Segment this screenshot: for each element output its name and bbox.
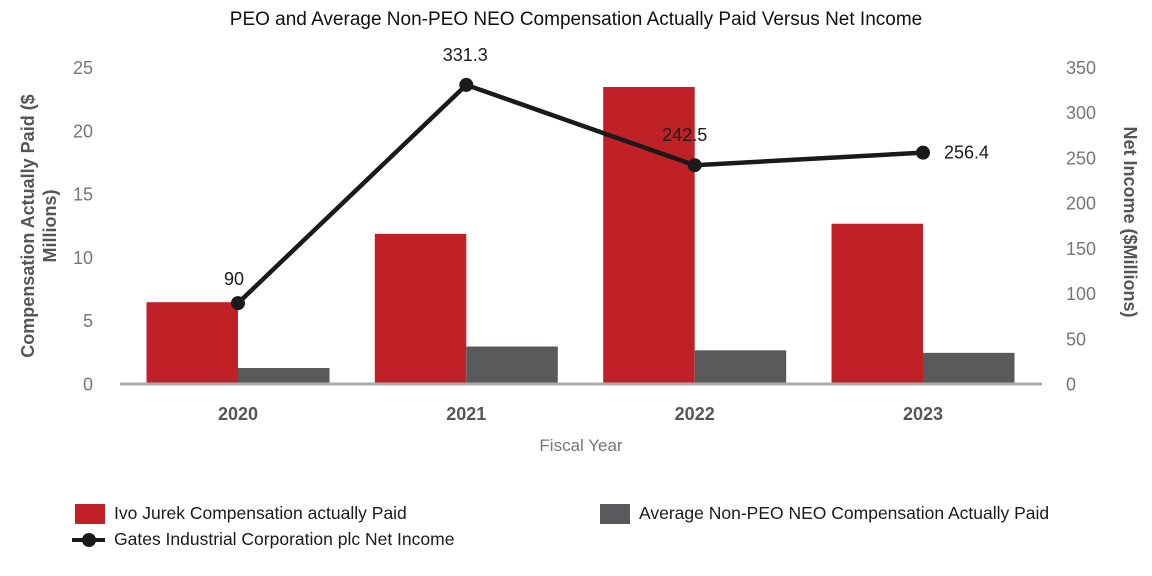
y-axis-right-title: Net Income ($Millions)	[1120, 126, 1140, 317]
net-income-value-label-2023: 256.4	[944, 143, 989, 163]
legend-line-dot	[82, 532, 96, 547]
y-axis-right-tick: 350	[1066, 58, 1096, 78]
bar-nonpeo-2020	[238, 368, 330, 385]
x-axis-title: Fiscal Year	[539, 436, 622, 455]
y-axis-left-tick: 15	[73, 185, 93, 205]
y-axis-left-tick: 10	[73, 248, 93, 268]
legend-label-peo: Ivo Jurek Compensation actually Paid	[114, 503, 407, 523]
net-income-point-2022	[687, 158, 702, 173]
y-axis-right-tick: 300	[1066, 103, 1096, 123]
legend-item-peo: Ivo Jurek Compensation actually Paid	[75, 503, 407, 524]
y-axis-left-tick: 0	[83, 375, 93, 395]
legend-label-netincome: Gates Industrial Corporation plc Net Inc…	[114, 529, 455, 549]
y-axis-right-tick: 200	[1066, 194, 1096, 214]
y-axis-right-tick: 100	[1066, 284, 1096, 304]
net-income-value-label-2022: 242.5	[662, 125, 707, 145]
y-axis-left-tick: 20	[73, 121, 93, 141]
y-axis-right-tick: 150	[1066, 239, 1096, 259]
legend-swatch-nonpeo	[600, 503, 630, 524]
legend-item-nonpeo: Average Non-PEO NEO Compensation Actuall…	[600, 503, 1049, 524]
y-axis-left-title: Compensation Actually Paid ($	[18, 94, 38, 357]
y-axis-left-tick: 25	[73, 58, 93, 78]
legend-line-marker-icon	[72, 532, 105, 547]
chart-title: PEO and Average Non-PEO NEO Compensation…	[229, 9, 923, 30]
legend-label-nonpeo: Average Non-PEO NEO Compensation Actuall…	[639, 503, 1050, 523]
y-axis-left-title: Millions)	[40, 190, 60, 263]
y-axis-right-tick: 0	[1066, 375, 1076, 395]
y-axis-right-tick: 250	[1066, 148, 1096, 168]
x-axis-category-2020: 2020	[218, 404, 258, 424]
bar-peo-2020	[146, 302, 238, 385]
bar-nonpeo-2021	[466, 346, 558, 385]
x-axis-category-2022: 2022	[675, 404, 715, 424]
y-axis-left-tick: 5	[83, 311, 93, 331]
net-income-point-2021	[459, 77, 474, 92]
net-income-line	[236, 82, 924, 305]
legend-item-netincome: Gates Industrial Corporation plc Net Inc…	[72, 529, 454, 550]
net-income-value-label-2021: 331.3	[443, 45, 488, 65]
y-axis-right-tick: 50	[1066, 329, 1086, 349]
x-axis-category-2021: 2021	[446, 404, 486, 424]
chart-plot-area: 90331.3242.5256.405101520250501001502002…	[18, 45, 1140, 455]
bar-peo-2021	[374, 233, 467, 385]
bar-peo-2023	[831, 223, 923, 385]
bar-nonpeo-2023	[923, 352, 1015, 385]
x-axis-category-2023: 2023	[903, 404, 943, 424]
net-income-point-2020	[231, 296, 245, 311]
net-income-point-2023	[916, 145, 930, 160]
net-income-value-label-2020: 90	[224, 269, 244, 289]
bar-nonpeo-2022	[694, 350, 787, 385]
legend-swatch-peo	[75, 503, 105, 524]
